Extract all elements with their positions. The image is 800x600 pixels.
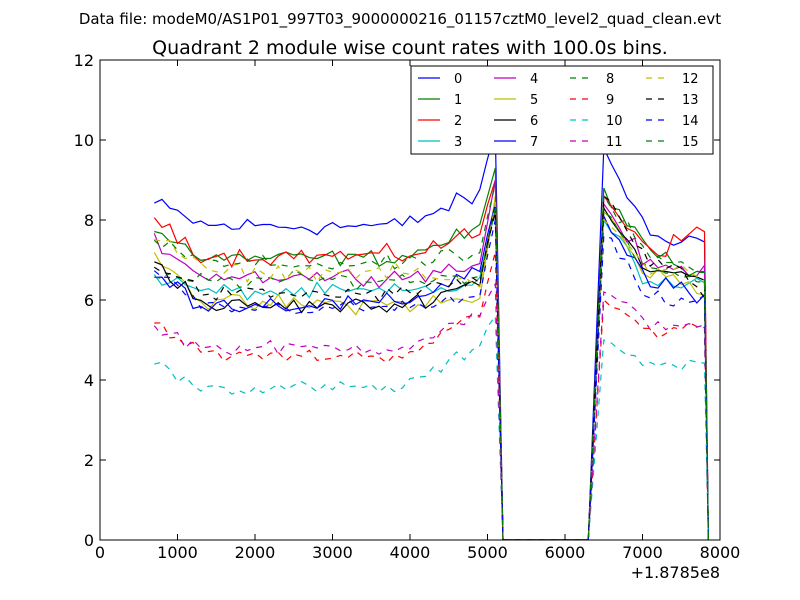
series-line-15 (153, 183, 709, 540)
series-line-0 (154, 131, 709, 540)
series-line-14 (153, 219, 709, 540)
chart-title: Quadrant 2 module wise count rates with … (152, 37, 668, 59)
suptitle: Data file: modeM0/AS1P01_997T03_90000002… (79, 10, 721, 29)
ticks-layer: 0 1000 2000 3000 4000 5000 6000 7000 80000246810… (74, 51, 741, 562)
x-tick-label-2000: 2000 (235, 543, 276, 562)
series-line-4 (153, 179, 709, 540)
legend-label-12: 12 (682, 72, 699, 87)
x-tick-label-4000: 4000 (390, 543, 431, 562)
series-line-12 (154, 203, 709, 540)
series-line-10 (154, 314, 709, 540)
series-line-11 (153, 281, 709, 540)
y-tick-label-12: 12 (74, 51, 94, 70)
y-tick-label-0: 0 (84, 531, 94, 550)
x-tick-label-0: 0 (95, 543, 105, 562)
x-tick-label-3000: 3000 (312, 543, 353, 562)
series-line-3 (153, 199, 709, 540)
x-tick-label-1000: 1000 (157, 543, 198, 562)
series-layer (153, 131, 709, 540)
series-line-7 (154, 203, 709, 540)
x-tick-label-5000: 5000 (467, 543, 508, 562)
series-line-2 (153, 179, 709, 540)
x-tick-label-8000: 8000 (700, 543, 741, 562)
series-line-13 (153, 194, 709, 540)
y-tick-label-6: 6 (84, 291, 94, 310)
y-tick-label-2: 2 (84, 451, 94, 470)
legend-label-10: 10 (606, 114, 623, 129)
y-tick-label-8: 8 (84, 211, 94, 230)
legend-label-13: 13 (682, 93, 699, 108)
legend-label-8: 8 (606, 72, 614, 87)
x-tick-label-7000: 7000 (622, 543, 663, 562)
y-tick-label-10: 10 (74, 131, 94, 150)
legend-label-14: 14 (682, 114, 699, 129)
x-offset-label: +1.8785e8 (631, 563, 720, 582)
legend-label-7: 7 (530, 135, 538, 150)
legend-label-1: 1 (454, 93, 462, 108)
x-tick-label-6000: 6000 (545, 543, 586, 562)
series-line-1 (154, 167, 709, 540)
legend-label-11: 11 (606, 135, 623, 150)
legend-frame (410, 65, 714, 155)
legend-label-2: 2 (454, 114, 462, 129)
legend-label-4: 4 (530, 72, 538, 87)
legend-label-0: 0 (454, 72, 462, 87)
legend-label-5: 5 (530, 93, 538, 108)
series-line-6 (154, 205, 709, 540)
legend-label-3: 3 (454, 135, 462, 150)
legend-label-15: 15 (682, 135, 699, 150)
legend-label-6: 6 (530, 114, 538, 129)
legend-label-9: 9 (606, 93, 614, 108)
y-tick-label-4: 4 (84, 371, 94, 390)
series-line-8 (154, 207, 709, 540)
series-line-9 (154, 251, 709, 540)
